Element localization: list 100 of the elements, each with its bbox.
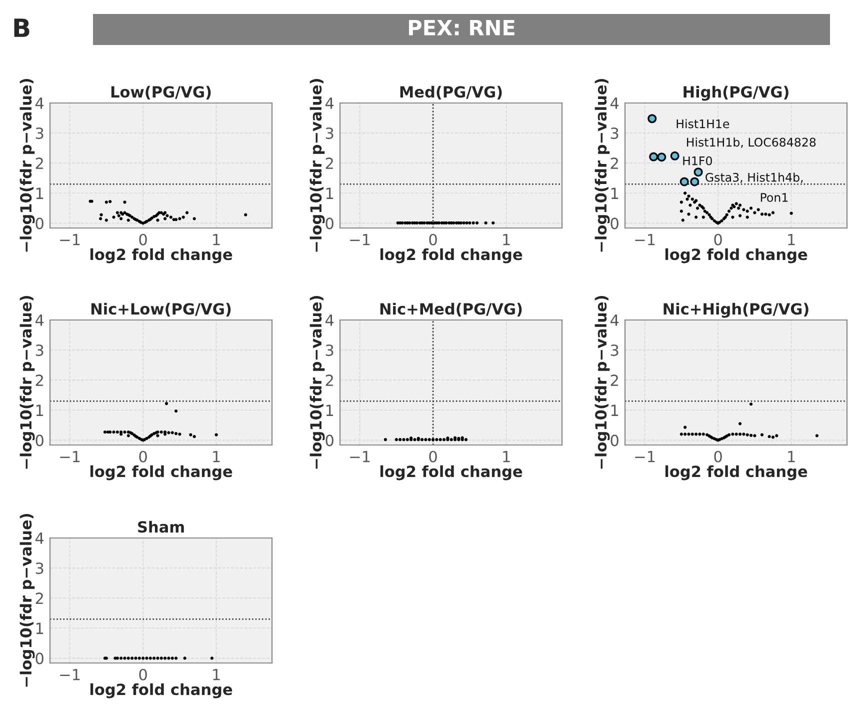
point [702,432,705,436]
point [756,208,760,212]
x-tick-label: 0 [139,668,147,680]
point [138,436,141,440]
x-tick-label: 1 [788,451,795,462]
y-tick-label: 4 [610,314,619,326]
x-tick-label: 0 [139,234,147,246]
point [112,216,116,219]
x-tick-label: −1 [60,451,80,462]
chart-title: Med(PG/VG) [400,86,502,100]
x-axis-title: log2 fold change [380,465,522,480]
y-tick-label: 1 [326,404,334,416]
y-tick-label: 4 [35,532,44,544]
x-axis-title: log2 fold change [665,465,808,480]
y-axis-title: −log10(fdr p−value) [310,79,325,252]
point [738,422,742,426]
point [166,214,169,218]
point [112,430,116,434]
x-tick-label: −1 [350,451,370,462]
x-tick-label: 0 [429,450,437,462]
point [686,198,689,201]
point [731,432,734,436]
point [108,200,112,204]
point [771,436,775,439]
point [749,402,753,406]
point [170,431,174,434]
point [174,409,178,413]
y-tick-label: 2 [610,374,618,386]
point [163,217,167,220]
point [657,152,666,162]
y-tick-label: 3 [36,128,44,140]
point [681,218,684,222]
x-axis-title: log2 fold change [665,248,808,264]
point [680,200,683,204]
y-tick-label: 1 [611,404,618,416]
x-tick-label: −1 [60,234,80,246]
point [156,434,160,438]
point [164,402,168,406]
point [104,218,108,222]
point [649,152,658,162]
point [760,433,764,436]
y-tick-label: 0 [326,434,334,446]
point [702,216,705,219]
annotation: Hist1H1e [676,119,730,128]
y-tick-label: 0 [610,218,618,230]
y-tick-label: 3 [610,128,618,140]
y-tick-label: 3 [610,344,618,356]
x-tick-label: 1 [503,234,510,246]
point [725,213,728,216]
x-axis-title: log2 fold change [90,683,232,698]
point [708,213,711,216]
y-tick-label: 0 [36,434,44,446]
point [670,151,680,160]
y-tick-label: 0 [610,434,618,446]
point [698,432,702,436]
point [696,206,700,210]
y-tick-label: 4 [325,98,334,109]
point [182,216,185,219]
y-tick-label: 2 [36,592,43,604]
point [108,430,112,434]
y-tick-label: 0 [36,652,44,664]
point [737,206,740,210]
x-tick-label: 1 [503,451,510,462]
point [749,434,753,437]
point [753,211,756,214]
x-tick-label: 1 [213,234,220,246]
chart-title: Nic+High(PG/VG) [664,302,808,318]
y-axis-title: −log10(fdr p−value) [20,79,35,252]
point [126,218,130,222]
point [103,430,107,434]
point [694,216,698,219]
point [742,208,746,212]
point [760,212,764,216]
point [690,198,694,201]
point [727,433,731,436]
point [687,194,690,198]
point [738,432,742,436]
x-tick-label: 1 [213,669,220,680]
point [734,432,738,436]
point [687,212,690,216]
point [174,432,178,436]
point [169,216,172,219]
y-tick-label: 2 [36,158,43,169]
annotation: Hist1H1b, LOC684828 [686,138,816,148]
point [126,434,130,438]
y-axis-title: −log10(fdr p−value) [20,296,35,469]
point [156,218,160,222]
chart-title: High(PG/VG) [684,86,788,101]
point [684,192,687,195]
point [688,204,692,207]
x-tick-label: −1 [350,234,370,246]
chart-title: Nic+Med(PG/VG) [380,302,522,316]
y-tick-label: 1 [326,188,334,199]
point [192,435,196,438]
x-tick-label: −1 [635,234,655,246]
point [214,433,218,436]
point [167,431,170,434]
point [680,177,689,186]
point [742,432,746,436]
point [174,218,178,222]
